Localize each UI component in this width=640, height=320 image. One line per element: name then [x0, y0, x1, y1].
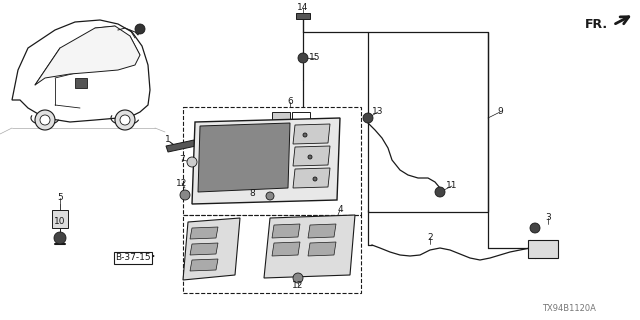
Polygon shape: [166, 140, 196, 152]
Text: 4: 4: [337, 205, 343, 214]
Text: 10: 10: [54, 218, 66, 227]
Circle shape: [54, 232, 66, 244]
Polygon shape: [190, 259, 218, 271]
Polygon shape: [190, 227, 218, 239]
Circle shape: [120, 115, 130, 125]
Circle shape: [298, 53, 308, 63]
Polygon shape: [35, 26, 140, 85]
Polygon shape: [308, 224, 336, 238]
Text: TX94B1120A: TX94B1120A: [542, 304, 596, 313]
Bar: [272, 112, 290, 124]
Circle shape: [363, 113, 373, 123]
Bar: [296, 13, 310, 19]
Text: B-37-15: B-37-15: [115, 253, 151, 262]
Polygon shape: [293, 168, 330, 188]
Polygon shape: [190, 243, 218, 255]
Polygon shape: [12, 20, 150, 122]
Text: 7: 7: [179, 156, 185, 164]
Circle shape: [266, 192, 274, 200]
Text: 11: 11: [446, 181, 458, 190]
Bar: [368, 32, 488, 212]
Bar: [183, 215, 361, 293]
Polygon shape: [293, 146, 330, 166]
Text: 12: 12: [176, 179, 188, 188]
Text: FR.: FR.: [585, 18, 608, 30]
Polygon shape: [198, 123, 290, 192]
Bar: [183, 107, 361, 215]
Text: 6: 6: [287, 98, 293, 107]
Text: 2: 2: [427, 234, 433, 243]
Text: 12: 12: [292, 281, 304, 290]
Polygon shape: [272, 224, 300, 238]
Circle shape: [135, 24, 145, 34]
Text: 13: 13: [372, 108, 384, 116]
Text: 15: 15: [309, 53, 321, 62]
Circle shape: [180, 190, 190, 200]
Text: 8: 8: [249, 189, 255, 198]
Text: 5: 5: [57, 194, 63, 203]
Circle shape: [530, 223, 540, 233]
Text: 1: 1: [165, 134, 171, 143]
Polygon shape: [183, 218, 240, 280]
Circle shape: [303, 133, 307, 137]
Circle shape: [35, 110, 55, 130]
Circle shape: [313, 177, 317, 181]
Text: 14: 14: [298, 4, 308, 12]
Bar: [292, 112, 310, 124]
Polygon shape: [192, 118, 340, 204]
Bar: [75, 78, 87, 88]
Text: 3: 3: [545, 213, 551, 222]
Text: 9: 9: [497, 108, 503, 116]
Circle shape: [435, 187, 445, 197]
Bar: [528, 240, 558, 258]
Polygon shape: [293, 124, 330, 144]
Polygon shape: [264, 215, 355, 278]
Polygon shape: [308, 242, 336, 256]
Circle shape: [115, 110, 135, 130]
Circle shape: [40, 115, 50, 125]
Polygon shape: [272, 242, 300, 256]
Bar: [52, 210, 68, 228]
Circle shape: [187, 157, 197, 167]
Circle shape: [308, 155, 312, 159]
Circle shape: [293, 273, 303, 283]
